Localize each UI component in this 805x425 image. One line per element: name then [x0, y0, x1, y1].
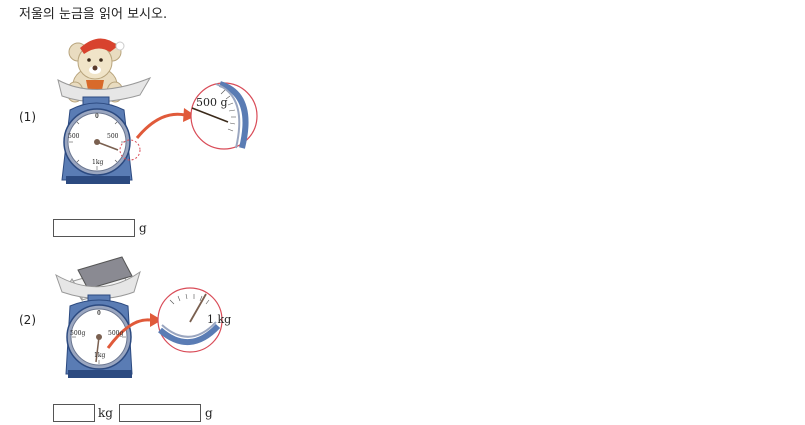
dial-1-label-left: 500: [68, 133, 80, 140]
dial-2-label-right: 500g: [108, 330, 124, 337]
answer-2-unit-g: g: [205, 406, 213, 420]
dial-1-label-top: 0: [95, 113, 99, 120]
instruction-text: 저울의 눈금을 읽어 보시오.: [19, 7, 168, 22]
zoom-1-label: 500 g: [196, 96, 228, 109]
problem-1-number: (1): [19, 110, 36, 124]
answer-2-kg-input[interactable]: [53, 404, 95, 422]
answer-1-unit-g: g: [139, 221, 147, 235]
problem-2-number: (2): [19, 313, 36, 327]
dial-2-label-left: 500g: [70, 330, 86, 337]
answer-2-g-input[interactable]: [119, 404, 201, 422]
dial-2-label-bottom: 1kg: [94, 352, 106, 359]
answer-1-g-input[interactable]: [53, 219, 135, 237]
answer-2-unit-kg: kg: [98, 406, 113, 420]
dial-1-label-bottom: 1kg: [92, 159, 104, 166]
zoom-2-label: 1 kg: [207, 313, 232, 326]
dial-1-label-right: 500: [107, 133, 119, 140]
dial-2-label-top: 0: [97, 310, 101, 317]
